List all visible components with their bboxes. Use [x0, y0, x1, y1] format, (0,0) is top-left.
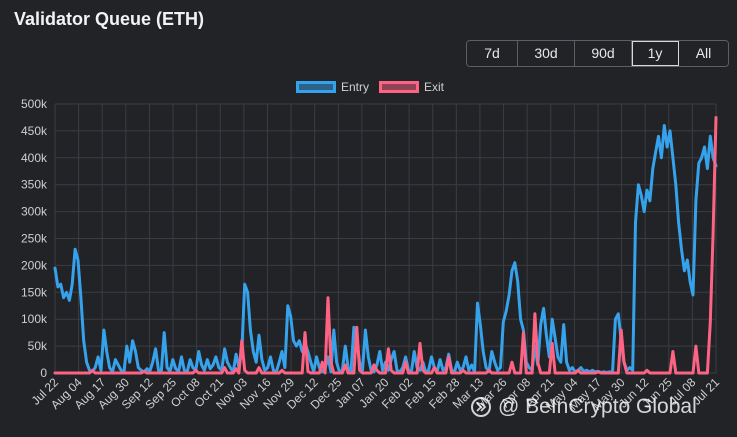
y-tick-label: 300k	[21, 205, 48, 219]
chart-legend: Entry Exit	[296, 80, 444, 94]
y-tick-label: 400k	[21, 151, 48, 165]
y-tick-label: 250k	[21, 232, 48, 246]
page-title: Validator Queue (ETH)	[14, 9, 205, 29]
legend-label-entry: Entry	[341, 80, 370, 94]
series-line-exit	[53, 116, 718, 375]
y-tick-label: 350k	[21, 178, 48, 192]
watermark-text: @ BeInCrypto Global	[498, 395, 697, 418]
legend-item-exit[interactable]: Exit	[379, 80, 444, 94]
watermark: @ BeInCrypto Global	[470, 395, 697, 419]
range-button-7d[interactable]: 7d	[467, 41, 518, 66]
y-tick-label: 500k	[21, 97, 48, 111]
y-tick-label: 100k	[21, 312, 48, 326]
y-tick-label: 450k	[21, 124, 48, 138]
legend-item-entry[interactable]: Entry	[296, 80, 369, 94]
y-tick-label: 200k	[21, 258, 48, 272]
beincrypto-logo-icon	[471, 397, 491, 417]
legend-swatch-entry	[296, 81, 336, 93]
legend-swatch-exit	[379, 81, 420, 93]
range-button-1y[interactable]: 1y	[632, 41, 679, 66]
range-selector: 7d 30d 90d 1y All	[466, 40, 729, 67]
y-tick-label: 0	[40, 366, 47, 380]
legend-label-exit: Exit	[424, 80, 445, 94]
range-button-90d[interactable]: 90d	[575, 41, 632, 66]
y-tick-label: 50k	[28, 339, 48, 353]
range-button-30d[interactable]: 30d	[518, 41, 575, 66]
y-tick-label: 150k	[21, 285, 48, 299]
range-button-all[interactable]: All	[679, 41, 728, 66]
